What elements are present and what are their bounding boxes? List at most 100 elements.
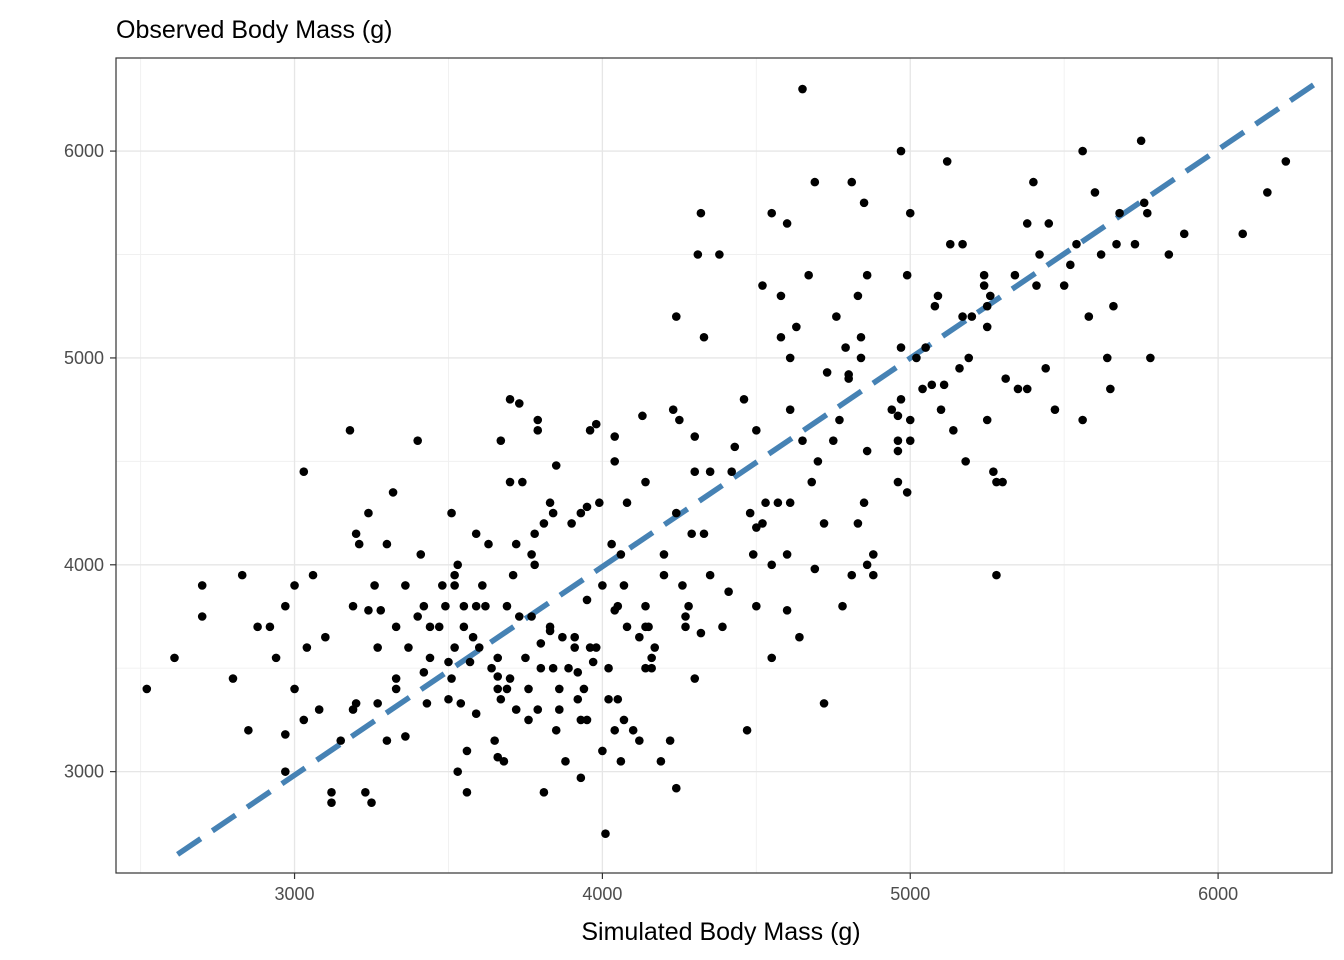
data-point: [299, 715, 309, 725]
data-point: [348, 601, 358, 611]
data-point: [705, 467, 715, 477]
data-point: [838, 601, 847, 611]
data-point: [699, 529, 709, 539]
data-point: [705, 570, 715, 580]
data-point: [616, 550, 626, 559]
data-point: [585, 426, 595, 435]
y-tick-label: 4000: [64, 555, 104, 575]
data-point: [1022, 384, 1032, 394]
data-point: [856, 353, 866, 363]
data-point: [459, 622, 469, 632]
data-point: [724, 587, 733, 596]
data-point: [1109, 301, 1118, 311]
data-point: [142, 684, 152, 694]
data-point: [367, 798, 376, 807]
data-point: [573, 694, 583, 704]
grid-lines: [116, 58, 1332, 873]
data-point: [862, 270, 872, 280]
data-point: [591, 643, 601, 652]
data-point: [671, 312, 681, 321]
x-axis-label: Simulated Body Mass (g): [581, 918, 860, 946]
x-tick-label: 4000: [582, 884, 622, 904]
data-point: [1146, 353, 1155, 363]
data-point: [635, 736, 644, 745]
data-point: [447, 508, 456, 518]
data-point: [591, 419, 601, 429]
data-point: [576, 715, 586, 725]
data-point: [668, 405, 678, 414]
data-point: [1078, 146, 1087, 156]
data-point: [290, 684, 299, 694]
data-point: [281, 730, 290, 739]
data-point: [696, 628, 706, 638]
chart-title: Observed Body Mass (g): [116, 16, 393, 44]
y-axis: 3000 4000 5000 6000: [64, 141, 116, 782]
data-point: [545, 498, 555, 508]
data-point: [493, 752, 503, 762]
data-point: [767, 208, 777, 218]
data-point: [413, 436, 422, 445]
data-point: [1001, 374, 1010, 383]
data-point: [588, 657, 598, 667]
data-point: [758, 519, 767, 528]
data-point: [555, 705, 564, 714]
data-point: [391, 684, 401, 694]
data-point: [314, 705, 324, 714]
data-point: [604, 663, 613, 673]
data-point: [896, 395, 906, 404]
data-point: [598, 746, 607, 756]
reference-line: [176, 80, 1319, 857]
data-point: [681, 622, 690, 632]
data-point: [782, 219, 792, 228]
data-point: [1090, 188, 1100, 197]
data-point: [505, 674, 515, 683]
data-point: [471, 601, 481, 611]
data-point: [573, 668, 583, 677]
data-point: [690, 674, 700, 683]
data-point: [462, 746, 472, 756]
data-point: [847, 570, 857, 580]
data-point: [795, 632, 804, 642]
data-point: [422, 699, 432, 708]
data-point: [444, 694, 453, 704]
data-point: [859, 198, 869, 208]
data-point: [998, 477, 1007, 487]
data-point: [468, 632, 478, 642]
data-point: [536, 663, 546, 673]
data-point: [1096, 250, 1106, 259]
data-point: [961, 457, 970, 466]
data-point: [539, 519, 549, 528]
data-point: [635, 632, 644, 642]
data-point: [678, 581, 687, 590]
data-point: [992, 570, 1001, 580]
data-point: [290, 581, 299, 590]
data-point: [462, 788, 472, 797]
data-point: [869, 570, 878, 580]
data-point: [382, 539, 392, 549]
data-point: [835, 415, 844, 425]
data-point: [404, 643, 413, 652]
data-point: [810, 177, 820, 187]
data-point: [832, 312, 841, 321]
data-point: [949, 426, 958, 435]
data-point: [228, 674, 238, 683]
data-point: [345, 426, 355, 435]
data-point: [905, 208, 915, 218]
data-point: [514, 399, 524, 408]
data-point: [1059, 281, 1069, 290]
data-point: [782, 605, 792, 615]
data-point: [798, 84, 807, 94]
data-point: [610, 457, 620, 466]
data-point: [456, 699, 466, 708]
data-point: [989, 467, 998, 477]
data-point: [992, 477, 1001, 487]
data-point: [299, 467, 309, 477]
data-point: [807, 477, 817, 487]
data-point: [401, 581, 410, 590]
data-point: [776, 332, 786, 342]
data-point: [619, 715, 629, 725]
data-point: [1029, 177, 1038, 187]
data-point: [493, 653, 503, 663]
data-point: [382, 736, 392, 745]
data-point: [564, 663, 573, 673]
